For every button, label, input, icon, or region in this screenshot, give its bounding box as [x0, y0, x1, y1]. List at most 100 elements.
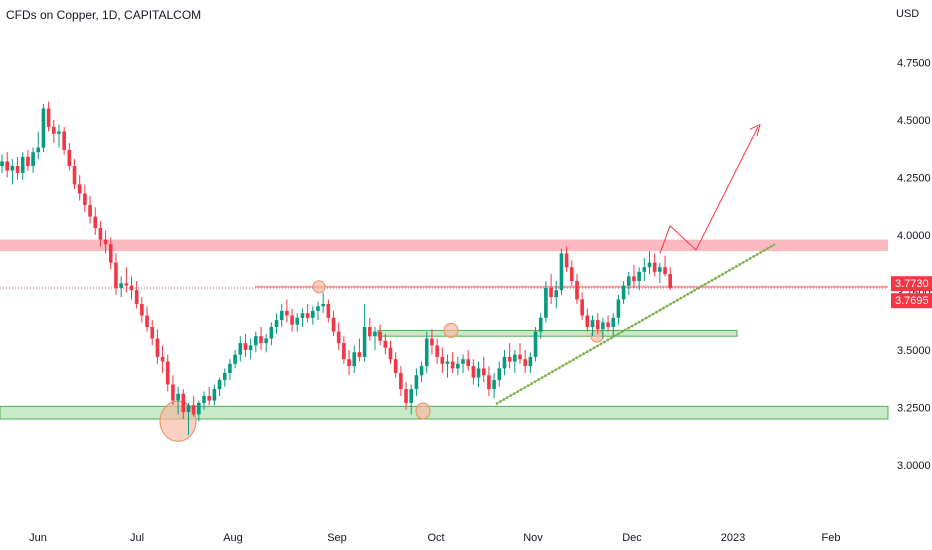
candle — [414, 368, 419, 396]
candle-body — [461, 359, 465, 364]
candle — [98, 221, 103, 247]
candle — [647, 251, 652, 275]
candle — [93, 207, 98, 235]
candle-body — [300, 313, 305, 318]
candle — [383, 333, 388, 355]
candle-body — [362, 327, 367, 357]
candle — [632, 264, 636, 288]
candle — [668, 267, 673, 291]
candle — [507, 343, 512, 369]
candle-body — [399, 373, 403, 390]
y-axis: 4.75004.50004.25004.00003.75003.50003.25… — [897, 58, 931, 473]
candle — [212, 384, 217, 406]
candle — [46, 101, 51, 132]
candle — [399, 366, 403, 396]
candle-body — [564, 253, 569, 268]
candle — [52, 120, 56, 143]
candle — [62, 126, 66, 155]
candle-body — [658, 267, 662, 272]
candle-body — [626, 276, 631, 286]
candle-body — [254, 336, 258, 346]
candle-body — [77, 184, 82, 194]
candle — [124, 267, 129, 293]
candle-body — [98, 228, 103, 240]
candle — [264, 333, 268, 353]
candle-body — [93, 216, 98, 229]
candle-body — [212, 389, 217, 401]
y-tick-label: 4.5000 — [897, 115, 931, 127]
candle-body — [108, 244, 113, 263]
candle — [430, 329, 434, 355]
candle-body — [518, 354, 522, 360]
overlay-layer — [495, 123, 776, 406]
candle — [564, 246, 569, 272]
candle-body — [285, 310, 289, 316]
trendline-core — [495, 243, 776, 405]
candle — [222, 368, 227, 387]
projection-arrowhead — [749, 123, 761, 137]
y-tick-label: 3.2500 — [897, 403, 931, 415]
candle-body — [528, 356, 533, 367]
candle-body — [414, 375, 419, 390]
candle-body — [590, 320, 595, 327]
candle-body — [134, 290, 139, 304]
candle-body — [621, 285, 626, 300]
candle-body — [378, 331, 382, 341]
candle-body — [440, 356, 445, 364]
candle — [476, 361, 481, 387]
candle — [77, 175, 82, 201]
candle — [285, 299, 289, 323]
candle — [456, 356, 460, 376]
candle-body — [466, 359, 470, 367]
candle-body — [176, 393, 180, 401]
y-tick-label: 4.2500 — [897, 173, 931, 185]
candle-body — [62, 131, 66, 150]
candle — [424, 331, 429, 373]
candle — [461, 354, 465, 373]
x-tick-label: Sep — [327, 532, 347, 544]
candle — [626, 271, 631, 295]
candle — [331, 310, 336, 337]
candle-body — [554, 290, 559, 298]
candle — [41, 103, 46, 153]
resistance-zone-0 — [0, 239, 888, 252]
candle-body — [445, 361, 450, 364]
candle-body — [637, 271, 641, 281]
candle-body — [269, 327, 274, 339]
candle — [0, 154, 4, 173]
candle — [150, 320, 155, 346]
price-tag-bg — [891, 276, 932, 292]
candles-layer — [0, 101, 673, 436]
candle — [559, 248, 564, 295]
candle — [419, 361, 424, 383]
candle — [197, 400, 201, 422]
candle-body — [450, 361, 455, 369]
price-tag-label: 3.7730 — [895, 278, 929, 290]
candle — [663, 255, 667, 277]
candle-body — [575, 281, 579, 300]
candle-body — [67, 149, 72, 166]
support-zone-1 — [377, 329, 738, 337]
candle — [160, 345, 165, 373]
candle — [538, 313, 543, 339]
candle-body — [15, 166, 20, 173]
candle-body — [549, 287, 553, 298]
price-tag: 3.7695 — [891, 293, 932, 309]
highlight-circle-3 — [443, 322, 459, 338]
candle-body — [331, 317, 336, 332]
candle — [269, 322, 274, 346]
candle — [5, 152, 9, 178]
candle-body — [88, 205, 92, 217]
candle — [595, 313, 600, 334]
candle — [300, 308, 305, 327]
candle — [140, 297, 144, 323]
candle — [248, 338, 253, 360]
candle — [26, 149, 30, 171]
x-tick-label: Feb — [822, 532, 841, 544]
candle-body — [290, 315, 294, 325]
candle-body — [347, 359, 351, 367]
candle — [528, 352, 533, 373]
candle — [342, 336, 346, 364]
candle-body — [487, 375, 491, 390]
